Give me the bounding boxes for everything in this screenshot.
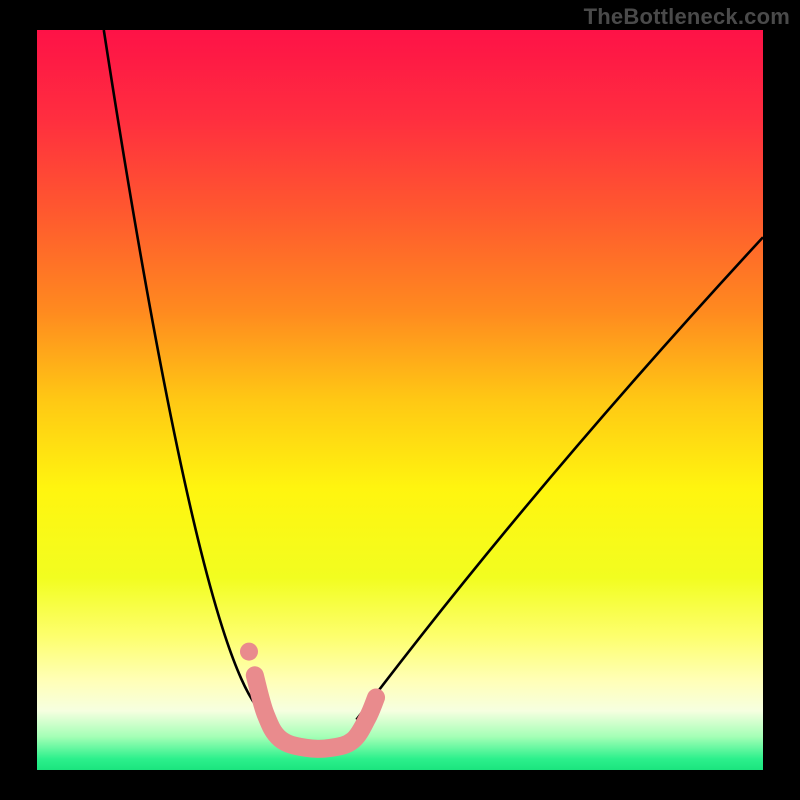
chart-plot-area [37,30,763,770]
optimal-range-marker-dot [240,643,258,661]
gradient-background [37,30,763,770]
bottleneck-chart [37,30,763,770]
watermark-text: TheBottleneck.com [584,4,790,30]
